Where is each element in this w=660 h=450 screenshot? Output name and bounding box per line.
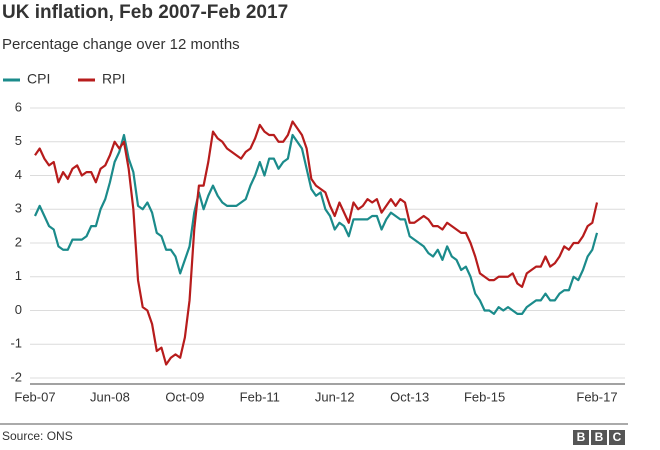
y-tick-label: 0 bbox=[15, 302, 22, 317]
series-line bbox=[34, 133, 599, 315]
x-tick-label: Feb-07 bbox=[14, 389, 55, 404]
series-line bbox=[34, 120, 599, 366]
y-tick-label: 5 bbox=[15, 133, 22, 148]
x-tick-label: Jun-08 bbox=[90, 389, 130, 404]
chart-title: UK inflation, Feb 2007-Feb 2017 bbox=[2, 2, 288, 23]
x-tick-label: Feb-11 bbox=[240, 389, 280, 404]
y-tick-label: 4 bbox=[15, 167, 22, 182]
source: Source: ONS bbox=[2, 429, 73, 443]
logo-box bbox=[609, 430, 625, 445]
x-tick-label: Feb-17 bbox=[576, 389, 617, 404]
y-tick-label: 3 bbox=[15, 201, 22, 216]
logo-box bbox=[591, 430, 607, 445]
y-tick-label: 1 bbox=[15, 268, 22, 283]
logo-box bbox=[573, 430, 589, 445]
y-tick-label: 2 bbox=[15, 234, 22, 249]
x-tick-label: Oct-09 bbox=[165, 389, 204, 404]
x-tick-label: Jun-12 bbox=[315, 389, 355, 404]
y-tick-label: -2 bbox=[10, 369, 22, 384]
chart-subtitle: Percentage change over 12 months bbox=[2, 36, 240, 53]
legend-label: RPI bbox=[102, 71, 125, 87]
y-tick-label: 6 bbox=[15, 99, 22, 114]
logo-letter: B bbox=[595, 430, 604, 444]
x-tick-label: Feb-15 bbox=[464, 389, 505, 404]
x-tick-label: Oct-13 bbox=[390, 389, 429, 404]
logo-letter: C bbox=[613, 430, 622, 444]
logo-letter: B bbox=[577, 430, 586, 444]
legend-label: CPI bbox=[27, 71, 50, 87]
y-tick-label: -1 bbox=[10, 336, 22, 351]
